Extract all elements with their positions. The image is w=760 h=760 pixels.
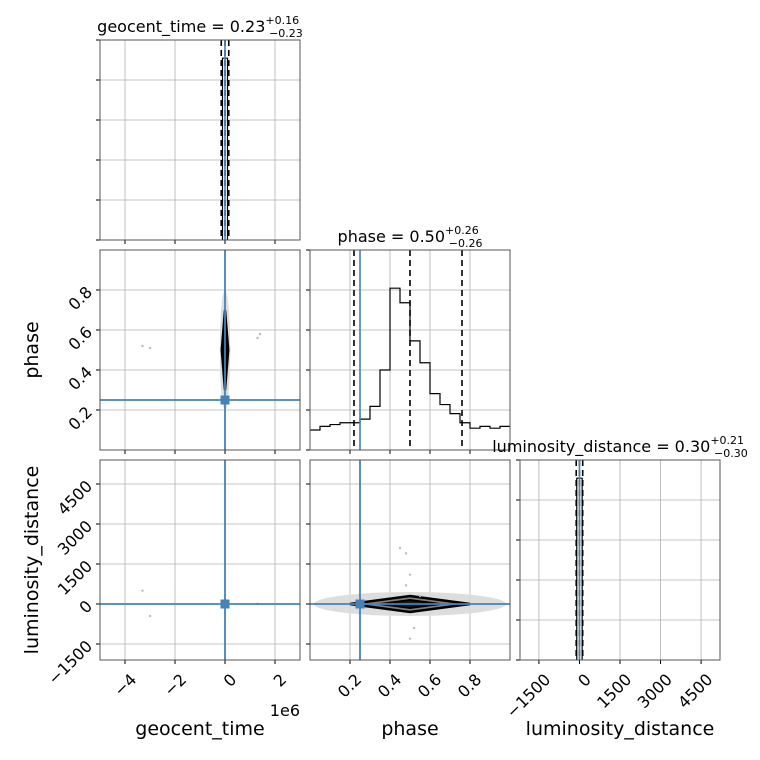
xtick-label-luminosity_distance: −1500	[503, 670, 555, 722]
sample-point	[141, 589, 144, 592]
scatter-panel-geocent_time-phase	[96, 249, 301, 454]
title-plus: +0.21	[710, 434, 744, 447]
ytick-label-phase: 0.6	[65, 323, 96, 354]
title-plus: +0.26	[445, 224, 479, 237]
ytick-label-luminosity_distance: −1500	[44, 637, 96, 689]
xtick-label-geocent_time: −2	[160, 670, 190, 700]
xtick-label-phase: 0.8	[454, 670, 485, 701]
title-minus: −0.30	[714, 447, 748, 460]
sample-point	[258, 332, 262, 336]
sample-point	[141, 344, 144, 348]
offset-label-geocent_time: 1e6	[270, 701, 300, 720]
sample-point	[404, 552, 408, 555]
xlabel-luminosity_distance: luminosity_distance	[526, 718, 715, 740]
xlabel-phase: phase	[381, 718, 438, 740]
title-plus: +0.16	[265, 14, 299, 27]
sample-point	[412, 626, 416, 630]
ytick-label-luminosity_distance: 3000	[54, 517, 96, 559]
ylabel-phase: phase	[21, 321, 43, 378]
grid	[520, 459, 720, 661]
scatter-panel-geocent_time-luminosity_distance	[96, 459, 301, 664]
grid	[100, 39, 300, 241]
xtick-label-phase: 0.2	[334, 670, 365, 701]
xtick-label-luminosity_distance: 0	[574, 670, 595, 691]
xtick-label-geocent_time: 2	[270, 670, 291, 691]
ytick-label-phase: 0.2	[65, 403, 96, 434]
panel-frame	[99, 39, 301, 241]
xlabel-geocent_time: geocent_time	[135, 718, 264, 740]
ytick-label-luminosity_distance: 0	[75, 597, 96, 618]
panel-title-geocent_time: geocent_time = 0.23+0.16 −0.23	[97, 14, 303, 40]
sample-point	[148, 346, 152, 350]
xtick-label-geocent_time: −4	[110, 670, 140, 700]
grid	[310, 460, 510, 660]
histogram-panel-geocent_time: geocent_time = 0.23+0.16 −0.23	[96, 14, 303, 244]
sample-point	[256, 336, 259, 340]
histogram-step	[310, 287, 510, 431]
histogram-panel-luminosity_distance: luminosity_distance = 0.30+0.21 −0.30	[492, 434, 748, 664]
xtick-label-luminosity_distance: 4500	[674, 670, 716, 712]
sample-point	[398, 546, 402, 550]
title-name: geocent_time = 0.23	[97, 17, 265, 37]
xtick-label-geocent_time: 0	[220, 670, 241, 691]
ylabel-luminosity_distance: luminosity_distance	[21, 466, 43, 655]
truth-marker	[355, 599, 365, 609]
title-minus: −0.26	[449, 237, 483, 250]
ytick-label-luminosity_distance: 4500	[54, 477, 96, 519]
xtick-label-phase: 0.4	[374, 670, 405, 701]
title-name: phase = 0.50	[338, 227, 445, 246]
scatter-panel-phase-luminosity_distance	[306, 459, 511, 664]
ytick-label-phase: 0.8	[65, 283, 96, 314]
xtick-label-luminosity_distance: 1500	[593, 670, 635, 712]
panel-frame	[309, 459, 511, 661]
sample-point	[408, 637, 412, 640]
truth-marker	[220, 599, 230, 609]
histogram-panel-phase: phase = 0.50+0.26 −0.26	[306, 224, 511, 454]
grid	[100, 250, 300, 450]
sample-point	[148, 614, 152, 618]
panel-frame	[99, 249, 301, 451]
panel-frame	[99, 459, 301, 661]
panel-frame	[519, 459, 721, 661]
sample-point	[404, 584, 408, 587]
ytick-label-phase: 0.4	[65, 363, 96, 394]
panel-title-phase: phase = 0.50+0.26 −0.26	[338, 224, 483, 250]
sample-point	[418, 594, 422, 598]
title-name: luminosity_distance = 0.30	[492, 437, 710, 457]
panel-frame	[309, 249, 511, 451]
sample-point	[408, 573, 412, 576]
xtick-label-luminosity_distance: 3000	[634, 670, 676, 712]
title-minus: −0.23	[269, 27, 303, 40]
grid	[100, 460, 300, 660]
panel-title-luminosity_distance: luminosity_distance = 0.30+0.21 −0.30	[492, 434, 748, 460]
ytick-label-luminosity_distance: 1500	[54, 557, 96, 599]
xtick-label-phase: 0.6	[414, 670, 445, 701]
truth-marker	[220, 395, 230, 405]
